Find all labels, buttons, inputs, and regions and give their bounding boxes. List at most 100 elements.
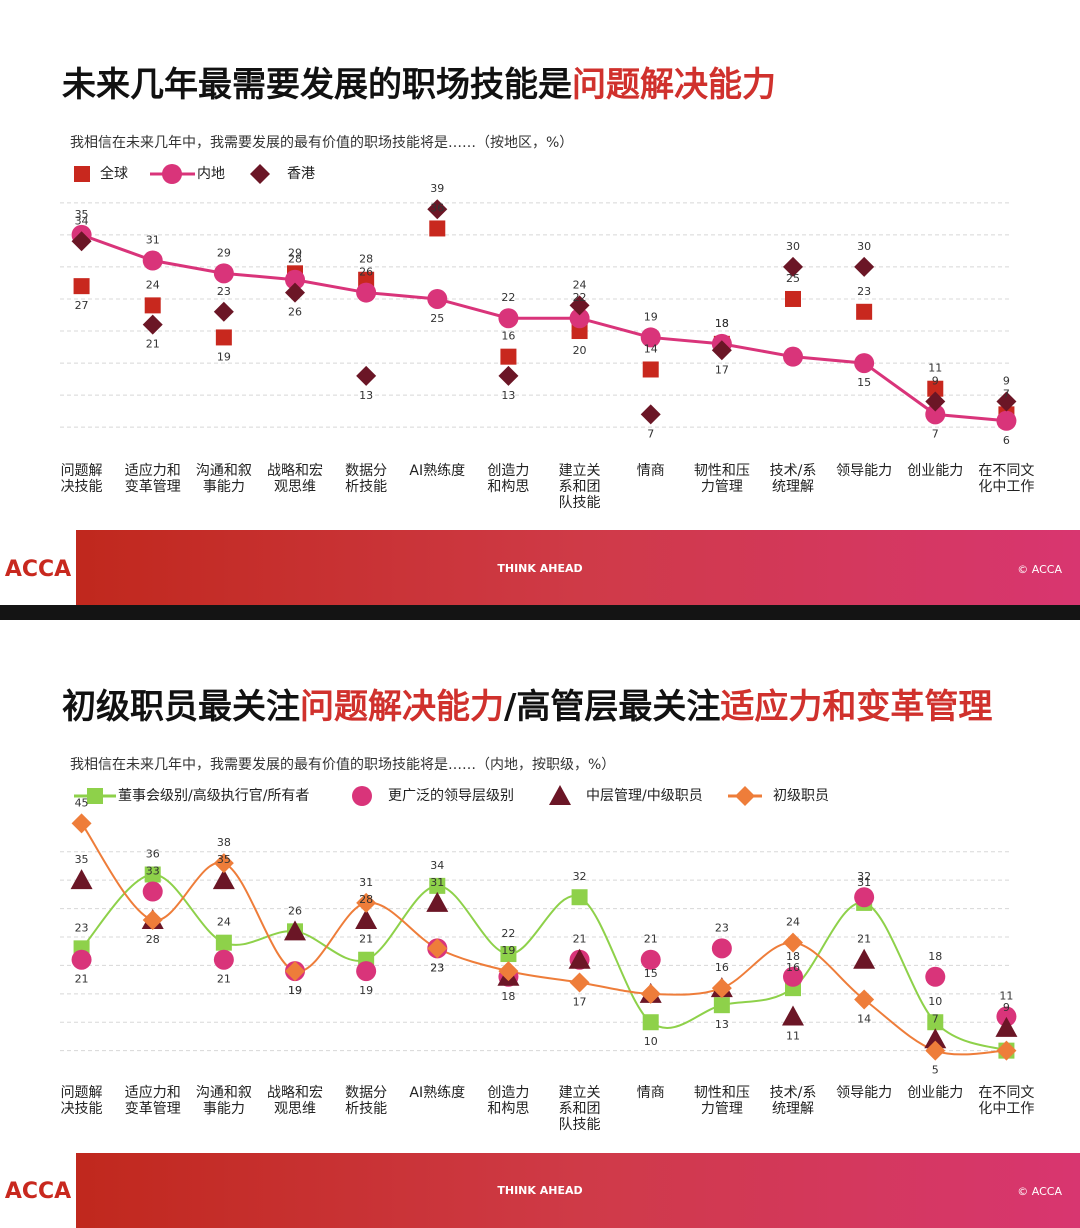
x-tick-label: 战略和宏 观思维 <box>267 1085 323 1117</box>
data-label: 32 <box>857 870 871 883</box>
marker-square <box>215 329 232 346</box>
x-tick-label: 适应力和 变革管理 <box>124 1085 181 1117</box>
title-part: 未来几年最需要发展的职场技能是 <box>62 65 572 105</box>
data-label: 24 <box>573 278 587 291</box>
data-label: 28 <box>146 933 160 946</box>
marker-circle <box>71 949 92 970</box>
data-label: 28 <box>359 253 373 266</box>
marker-diamond <box>569 295 590 316</box>
marker-circle <box>640 327 661 348</box>
data-label: 22 <box>573 291 587 304</box>
data-label: 19 <box>217 350 231 363</box>
marker-square <box>429 220 446 237</box>
title-part: 适应力和变革管理 <box>720 687 992 727</box>
data-label: 19 <box>359 984 373 997</box>
marker-diamond <box>71 813 92 834</box>
data-label: 13 <box>501 389 515 402</box>
marker-circle <box>427 288 448 309</box>
marker-triangle <box>568 948 591 969</box>
data-label: 15 <box>857 376 871 389</box>
data-label: 22 <box>501 927 515 940</box>
marker-triangle <box>995 1016 1018 1037</box>
x-tick-label: 问题解 决技能 <box>60 463 103 495</box>
data-label: 17 <box>715 363 729 376</box>
data-label: 11 <box>928 362 942 375</box>
marker-circle <box>498 308 519 329</box>
x-tick-label: 创业能力 <box>907 463 964 479</box>
data-label: 9 <box>932 375 939 388</box>
x-tick-label: 技术/系 统理解 <box>769 1085 817 1117</box>
x-tick-label: 情商 <box>636 1085 665 1101</box>
legend-marker <box>250 164 270 184</box>
marker-square <box>927 1014 944 1031</box>
data-label: 19 <box>288 984 302 997</box>
data-label: 19 <box>501 944 515 957</box>
data-label: 26 <box>359 266 373 279</box>
data-label: 18 <box>715 317 729 330</box>
legend-label: 更广泛的领导层级别 <box>388 788 514 804</box>
marker-triangle <box>924 1028 947 1049</box>
data-label: 21 <box>857 933 871 946</box>
marker-diamond <box>640 404 661 425</box>
x-tick-label: AI熟练度 <box>409 1085 466 1101</box>
marker-diamond <box>925 1040 946 1061</box>
chart-subtitle: 我相信在未来几年中，我需要发展的最有价值的职场技能将是……（内地，按职级，%） <box>70 757 615 773</box>
data-label: 30 <box>786 240 800 253</box>
data-label: 7 <box>647 427 654 440</box>
data-label: 45 <box>75 796 89 809</box>
legend-marker <box>87 788 103 804</box>
data-label: 23 <box>217 285 231 298</box>
marker-circle <box>285 269 305 290</box>
marker-circle <box>640 949 661 970</box>
x-tick-label: 创造力 和构思 <box>487 1085 530 1117</box>
marker-diamond <box>427 938 448 959</box>
footer-band <box>76 1153 1080 1228</box>
data-label: 32 <box>573 870 587 883</box>
marker-circle <box>213 263 234 284</box>
data-label: 31 <box>359 876 373 889</box>
x-tick-label: 沟通和叙 事能力 <box>195 463 252 495</box>
title-part: 问题解决能力 <box>300 687 504 727</box>
data-label: 18 <box>501 990 515 1003</box>
footer-band <box>76 530 1080 605</box>
data-label: 23 <box>430 961 444 974</box>
data-label: 7 <box>932 427 939 440</box>
data-label: 22 <box>501 291 515 304</box>
marker-circle <box>142 881 163 902</box>
legend-label: 中层管理/中级职员 <box>586 788 703 804</box>
marker-diamond <box>498 365 519 386</box>
data-label: 6 <box>1003 434 1010 447</box>
marker-triangle <box>426 891 449 912</box>
legend-label: 董事会级别/高级执行官/所有者 <box>118 787 309 804</box>
data-label: 25 <box>786 272 800 285</box>
marker-circle <box>142 250 163 271</box>
marker-circle <box>213 949 234 970</box>
marker-circle <box>711 938 732 959</box>
legend-label: 内地 <box>197 166 225 182</box>
legend-marker <box>162 164 182 184</box>
data-label: 16 <box>786 961 800 974</box>
data-label: 11 <box>786 1030 800 1043</box>
data-label: 21 <box>573 933 587 946</box>
data-label: 21 <box>359 933 373 946</box>
data-label: 16 <box>715 961 729 974</box>
marker-diamond <box>285 282 305 303</box>
data-label: 38 <box>217 836 231 849</box>
marker-diamond <box>356 365 377 386</box>
data-label: 35 <box>75 853 89 866</box>
marker-circle <box>356 961 377 982</box>
tagline: THINK AHEAD <box>497 562 582 575</box>
data-label: 35 <box>217 853 231 866</box>
data-label: 18 <box>715 317 729 330</box>
data-label: 29 <box>288 246 302 259</box>
data-label: 23 <box>715 921 729 934</box>
marker-diamond <box>498 961 519 982</box>
marker-square <box>713 997 730 1014</box>
x-tick-label: 领导能力 <box>836 1085 893 1101</box>
x-tick-label: 创造力 和构思 <box>487 463 530 495</box>
marker-square <box>429 877 446 894</box>
x-tick-label: 在不同文 化中工作 <box>978 1085 1035 1117</box>
data-label: 30 <box>857 240 871 253</box>
data-label: 35 <box>75 208 89 221</box>
brand: ACCA <box>5 1179 71 1204</box>
